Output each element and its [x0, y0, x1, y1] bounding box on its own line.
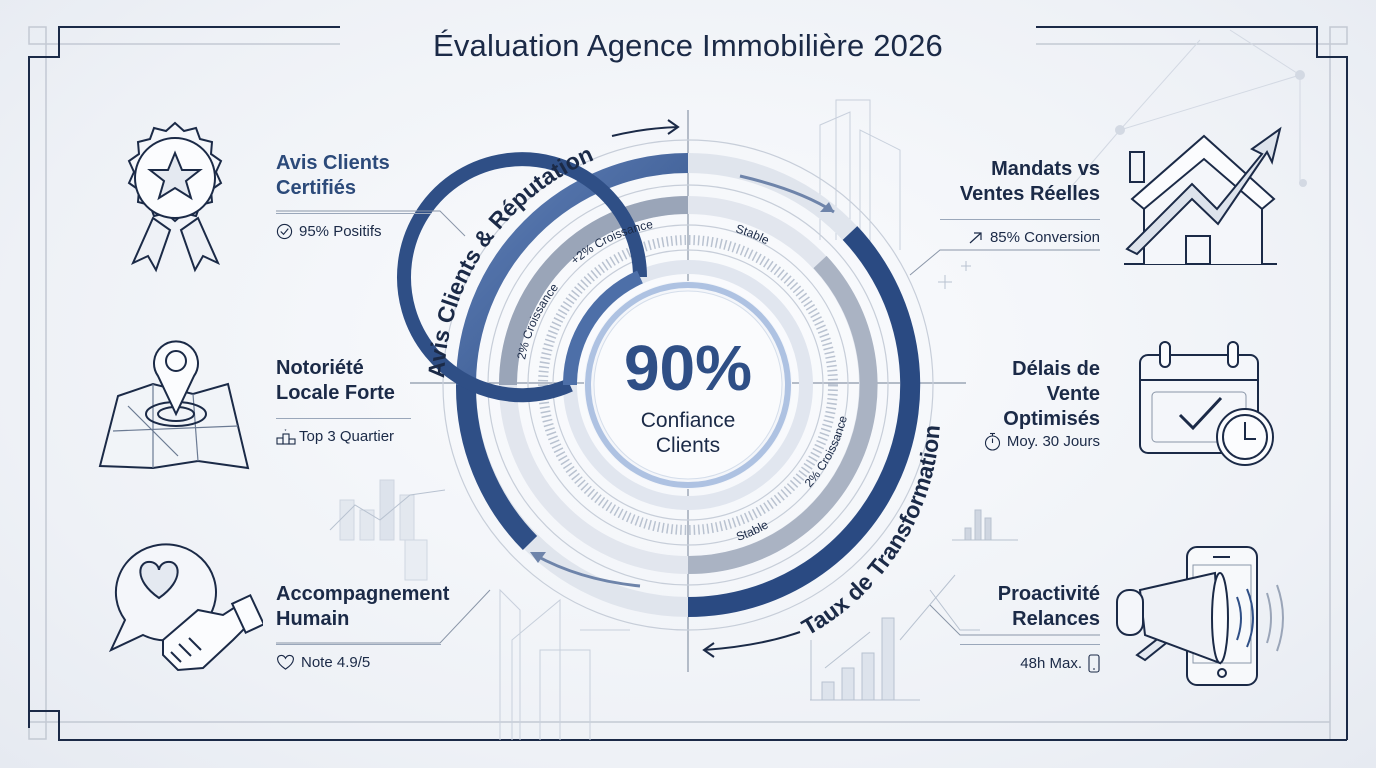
card-title: Accompagnement Humain: [276, 583, 450, 630]
card-title: Avis Clients Certifiés: [276, 152, 390, 199]
card-stat: 48h Max.: [960, 654, 1100, 673]
check-circle-icon: [276, 223, 293, 240]
stat-value: Moy. 30 Jours: [1006, 433, 1100, 450]
card-accompagnement: Accompagnement Humain Note 4.9/5: [276, 582, 466, 671]
award-badge-icon: [127, 121, 223, 273]
divider: [960, 644, 1100, 645]
stat-value: 95% Positifs: [299, 223, 382, 240]
center-percentage: 90%: [623, 332, 753, 404]
center-label-line2: Clients: [655, 434, 721, 457]
card-title: Mandats vs Ventes Réelles: [959, 158, 1100, 205]
divider: [940, 219, 1100, 220]
phone-icon: [1088, 654, 1100, 673]
card-stat: Note 4.9/5: [276, 654, 466, 671]
stopwatch-icon: [984, 432, 1000, 451]
map-pin-icon: [98, 340, 250, 470]
card-notoriete: Notoriété Locale Forte * Top 3 Quartier: [276, 356, 426, 445]
stat-value: Top 3 Quartier: [299, 428, 395, 445]
card-stat: * Top 3 Quartier: [276, 428, 426, 445]
handshake-heart-icon: [108, 543, 263, 672]
card-stat: Moy. 30 Jours: [960, 432, 1100, 451]
card-title: Proactivité Relances: [997, 583, 1100, 630]
divider: [276, 644, 441, 645]
stat-value: Note 4.9/5: [301, 654, 371, 671]
stat-value: 48h Max.: [1020, 655, 1082, 672]
trend-up-arrow-icon: [969, 231, 982, 243]
page-title: Évaluation Agence Immobilière 2026: [432, 28, 943, 63]
card-delais: Délais de Vente Optimisés Moy. 30 Jours: [960, 357, 1100, 451]
card-title: Notoriété Locale Forte: [276, 357, 395, 404]
stat-value: 85% Conversion: [989, 229, 1100, 246]
card-mandats: Mandats vs Ventes Réelles 85% Conversion: [930, 157, 1100, 246]
house-growth-icon: [1124, 126, 1282, 265]
megaphone-phone-icon: [1116, 546, 1284, 686]
center-label-line1: Confiance: [640, 409, 736, 432]
card-stat: 85% Conversion: [930, 229, 1100, 246]
card-stat: 95% Positifs: [276, 223, 456, 240]
divider: [276, 213, 431, 214]
card-avis-clients: Avis Clients Certifiés 95% Positifs: [276, 151, 456, 240]
calendar-check-icon: [1139, 341, 1274, 466]
podium-icon: *: [276, 429, 296, 445]
heart-icon: [277, 654, 294, 670]
card-proactivite: Proactivité Relances 48h Max.: [960, 582, 1100, 673]
svg-text:*: *: [285, 429, 287, 435]
divider: [276, 418, 411, 419]
center-label: Confiance Clients: [588, 408, 788, 458]
card-title: Délais de Vente Optimisés: [1003, 358, 1100, 430]
